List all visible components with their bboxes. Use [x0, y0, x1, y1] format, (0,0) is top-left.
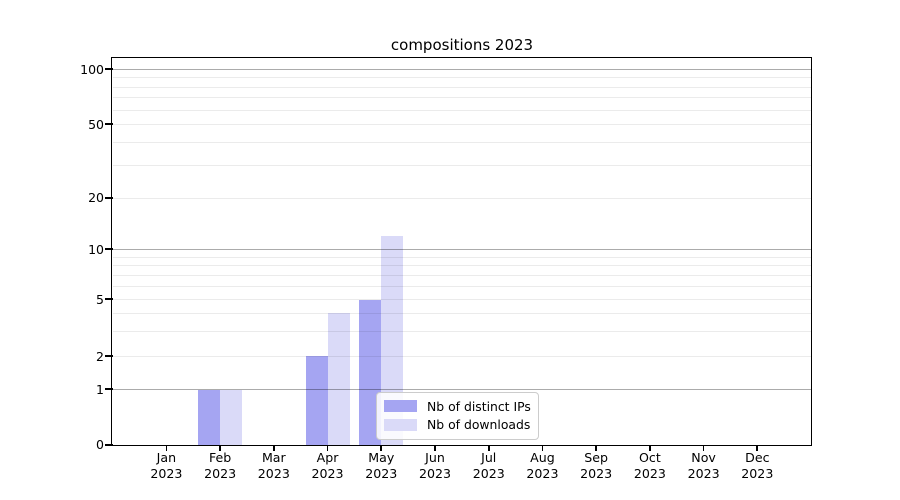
gridline-minor-20 [113, 197, 811, 199]
y-tick-mark-5 [105, 298, 113, 301]
y-tick-label-5: 5 [96, 291, 104, 307]
x-tick-mark-jul [487, 445, 490, 451]
x-tick-label-month: May [368, 450, 395, 465]
x-tick-label-year: 2023 [633, 465, 666, 481]
gridline-minor-6 [113, 286, 811, 288]
x-tick-label-month: Sep [584, 450, 609, 465]
x-tick-label-month: Mar [261, 450, 286, 465]
gridline-minor-60 [113, 109, 811, 111]
x-tick-mark-oct [648, 445, 651, 451]
x-tick-label-year: 2023 [257, 465, 290, 481]
gridline-minor-90 [113, 77, 811, 79]
x-tick-label-jun: Jun 2023 [403, 450, 467, 482]
y-tick-label-10: 10 [88, 241, 104, 257]
x-tick-label-aug: Aug 2023 [510, 450, 574, 482]
y-tick-mark-1 [105, 388, 113, 391]
x-tick-label-jan: Jan 2023 [134, 450, 198, 482]
x-tick-label-month: Jun [425, 450, 445, 465]
bar-nb-of-distinct-ips-may [359, 299, 382, 445]
x-tick-mark-feb [219, 445, 222, 451]
gridline-major-10 [113, 249, 811, 250]
legend-item-nb-of-downloads: Nb of downloads [384, 417, 531, 433]
y-tick-label-0: 0 [96, 437, 104, 453]
x-tick-label-year: 2023 [741, 465, 774, 481]
chart-title: compositions 2023 [390, 36, 534, 54]
legend-label-nb-of-distinct-ips: Nb of distinct IPs [427, 398, 531, 414]
gridline-minor-8 [113, 265, 811, 267]
gridline-minor-70 [113, 97, 811, 99]
x-tick-mark-may [380, 445, 383, 451]
x-tick-label-dec: Dec 2023 [725, 450, 789, 482]
plot-area [113, 59, 811, 445]
y-tick-label-1: 1 [96, 381, 104, 397]
x-tick-label-month: Jan [156, 450, 177, 465]
legend-item-nb-of-distinct-ips: Nb of distinct IPs [384, 399, 531, 415]
x-tick-mark-jun [434, 445, 436, 451]
x-tick-mark-jan [165, 445, 168, 451]
x-tick-label-mar: Mar 2023 [242, 450, 306, 482]
bar-nb-of-downloads-apr [327, 313, 350, 445]
y-tick-label-20: 20 [88, 190, 104, 206]
gridline-minor-3 [113, 330, 811, 332]
x-tick-label-month: Oct [638, 450, 661, 465]
gridline-major-1 [113, 389, 811, 391]
y-tick-mark-0 [105, 443, 113, 446]
x-tick-label-year: 2023 [204, 465, 237, 481]
x-tick-label-year: 2023 [150, 465, 183, 481]
x-tick-label-month: Feb [208, 450, 232, 465]
bar-nb-of-distinct-ips-feb [198, 389, 221, 445]
y-tick-mark-2 [105, 355, 113, 357]
x-tick-mark-mar [272, 445, 275, 451]
x-tick-label-apr: Apr 2023 [296, 450, 360, 482]
x-tick-label-year: 2023 [526, 465, 559, 481]
y-tick-label-50: 50 [88, 116, 104, 132]
y-tick-mark-50 [105, 123, 113, 126]
x-tick-label-year: 2023 [580, 465, 613, 481]
y-tick-label-2: 2 [96, 348, 104, 364]
legend-swatch-nb-of-distinct-ips [384, 400, 417, 413]
gridline-minor-9 [113, 256, 811, 258]
x-tick-mark-nov [702, 445, 705, 451]
gridline-minor-50 [113, 124, 811, 126]
x-tick-label-month: Nov [691, 450, 716, 465]
x-tick-label-year: 2023 [311, 465, 344, 481]
x-tick-label-sep: Sep 2023 [564, 450, 628, 482]
x-tick-mark-sep [595, 445, 598, 451]
x-tick-label-month: Dec [745, 450, 770, 465]
legend-label-nb-of-downloads: Nb of downloads [427, 417, 531, 433]
x-tick-mark-apr [326, 445, 329, 451]
y-tick-mark-20 [105, 196, 113, 199]
x-tick-mark-aug [541, 445, 544, 451]
x-tick-label-year: 2023 [418, 465, 452, 481]
gridline-minor-30 [113, 165, 811, 167]
y-tick-label-100: 100 [80, 61, 104, 77]
legend-swatch-nb-of-downloads [384, 418, 417, 431]
gridline-minor-40 [113, 142, 811, 144]
x-tick-label-nov: Nov 2023 [672, 450, 736, 482]
x-tick-label-may: May 2023 [349, 450, 413, 482]
bar-nb-of-downloads-feb [220, 389, 243, 445]
gridline-minor-80 [113, 86, 811, 88]
x-tick-label-year: 2023 [687, 465, 720, 481]
y-tick-mark-100 [105, 68, 113, 70]
gridline-minor-2 [113, 356, 811, 357]
y-tick-mark-10 [105, 248, 113, 250]
x-tick-label-jul: Jul 2023 [457, 450, 521, 482]
x-tick-label-month: Aug [530, 450, 555, 465]
x-tick-label-year: 2023 [472, 465, 505, 481]
gridline-minor-7 [113, 274, 811, 276]
x-tick-label-month: Jul [481, 450, 497, 465]
x-tick-label-year: 2023 [365, 465, 398, 481]
x-tick-mark-dec [756, 445, 759, 451]
gridline-minor-4 [113, 313, 811, 315]
legend: Nb of distinct IPs Nb of downloads [376, 391, 539, 440]
gridline-minor-5 [113, 299, 811, 301]
x-tick-label-feb: Feb 2023 [188, 450, 252, 482]
x-tick-label-month: Apr [316, 450, 339, 465]
bar-nb-of-distinct-ips-apr [305, 356, 328, 445]
x-tick-label-oct: Oct 2023 [618, 450, 682, 482]
gridline-major-100 [113, 69, 811, 70]
